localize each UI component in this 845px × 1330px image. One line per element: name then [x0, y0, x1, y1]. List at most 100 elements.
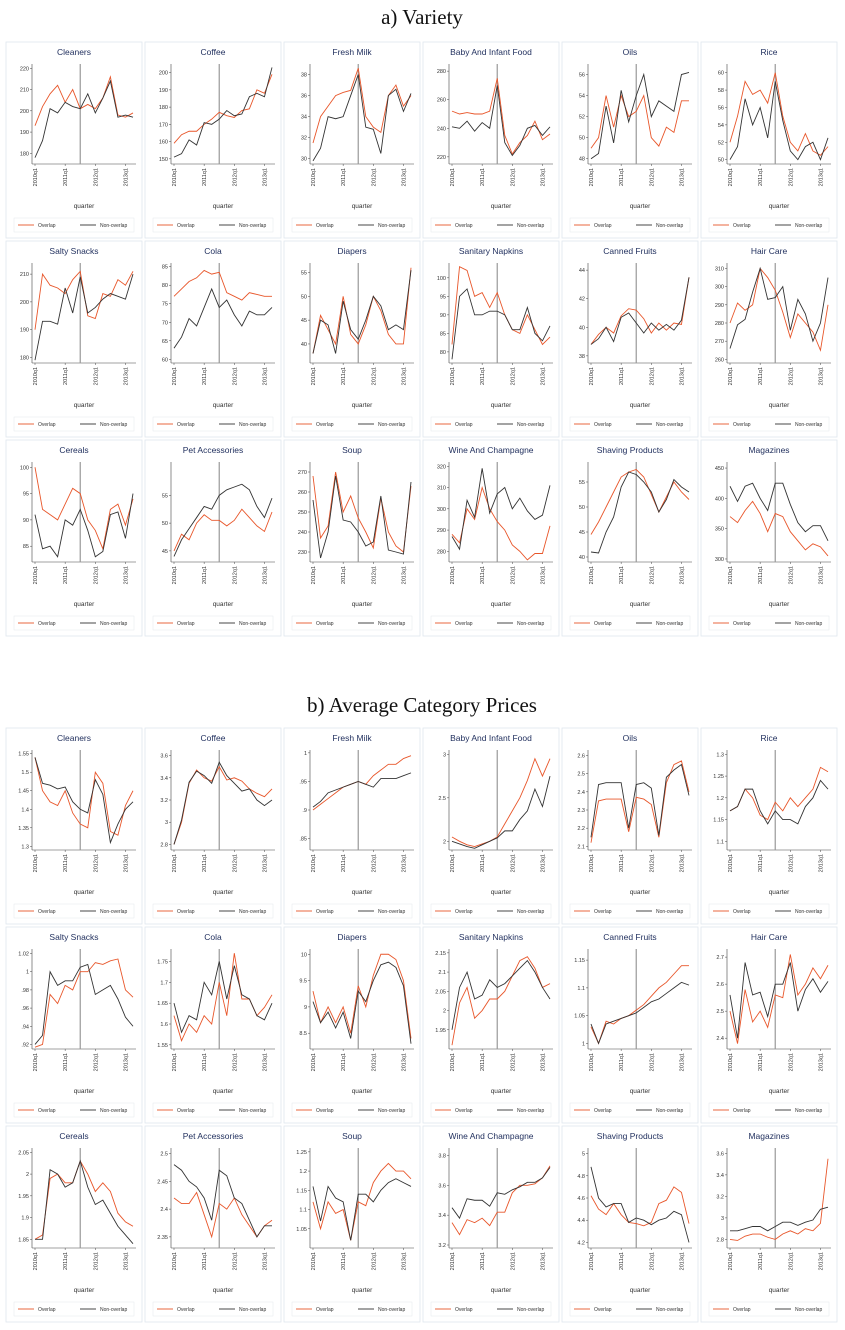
legend-label: Non-overlap: [517, 223, 544, 229]
panel: Sanitary Napkins 1.95 2 2.05 2.1 2.15 2010q1 20…: [422, 926, 560, 1124]
x-tick-label: 2010q1: [728, 1252, 734, 1270]
series-line: [729, 267, 829, 352]
x-axis-label: quarter: [491, 889, 512, 896]
x-axis-label: quarter: [491, 203, 512, 210]
x-axis-label: quarter: [630, 1287, 651, 1294]
x-tick-label: 2010q1: [450, 566, 456, 584]
y-tick-label: 1.85: [18, 1237, 29, 1243]
legend-box: [708, 615, 830, 631]
panel-title: Rice: [760, 47, 777, 57]
x-axis-label: quarter: [74, 1287, 95, 1294]
x-tick-label: 2013q1: [818, 854, 824, 872]
series-line: [729, 81, 829, 161]
y-tick-label: 48: [579, 157, 585, 163]
panel: Rice 1.1 1.15 1.2 1.25 1.3 2010q1 2011q1 2012q1 2…: [700, 727, 838, 925]
series-line: [729, 482, 829, 541]
panel-title: Cereals: [59, 445, 88, 455]
y-tick-label: 1.15: [574, 958, 585, 964]
y-tick-label: 3.6: [716, 1151, 724, 1157]
y-tick-label: 280: [437, 69, 446, 75]
x-tick-label: 2013q1: [540, 1053, 546, 1071]
series-line: [451, 775, 551, 849]
y-tick-label: 90: [440, 313, 446, 319]
y-tick-label: 1.75: [157, 960, 168, 966]
panel-frame: [422, 240, 560, 438]
panel-title: Cola: [204, 932, 222, 942]
panel-frame: [5, 439, 143, 637]
y-tick-label: 95: [23, 492, 29, 498]
y-tick-label: 70: [162, 320, 168, 326]
x-axis-label: quarter: [630, 601, 651, 608]
legend-box: [708, 903, 830, 919]
y-tick-label: .94: [21, 1024, 29, 1030]
y-tick-label: 8.5: [299, 1031, 307, 1037]
x-tick-label: 2013q1: [401, 566, 407, 584]
x-tick-label: 2012q1: [788, 1053, 794, 1071]
panel-frame: [561, 41, 699, 239]
x-tick-label: 2011q1: [758, 1053, 764, 1071]
y-tick-label: 56: [579, 73, 585, 79]
x-tick-label: 2011q1: [341, 1053, 347, 1071]
y-tick-label: 50: [301, 294, 307, 300]
legend-label: Overlap: [38, 909, 56, 915]
x-axis-label: quarter: [630, 203, 651, 210]
y-tick-label: 310: [715, 266, 724, 272]
x-axis-label: quarter: [491, 601, 512, 608]
y-tick-label: 2.1: [438, 970, 446, 976]
x-axis-label: quarter: [352, 889, 373, 896]
panel-title: Hair Care: [751, 932, 788, 942]
panel-title: Baby And Infant Food: [450, 47, 532, 57]
legend-label: Non-overlap: [517, 1108, 544, 1114]
y-tick-label: 2.15: [435, 951, 446, 957]
y-tick-label: 56: [718, 105, 724, 111]
panel-title: Hair Care: [751, 246, 788, 256]
y-tick-label: 220: [20, 66, 29, 72]
y-tick-label: 150: [159, 157, 168, 163]
y-tick-label: 38: [579, 354, 585, 360]
legend-box: [152, 615, 274, 631]
y-tick-label: 54: [718, 123, 724, 129]
series-line: [34, 963, 134, 1045]
y-tick-label: 3: [443, 752, 446, 758]
series-line: [451, 1165, 551, 1236]
series-line: [34, 273, 134, 361]
x-tick-label: 2013q1: [123, 168, 129, 186]
panel-frame: [144, 926, 282, 1124]
x-tick-label: 2011q1: [202, 168, 208, 186]
panel-frame: [561, 240, 699, 438]
legend-box: [13, 1301, 135, 1317]
y-tick-label: 200: [159, 71, 168, 77]
panel-title: Oils: [623, 47, 638, 57]
panel-title: Oils: [623, 733, 638, 743]
y-tick-label: 4.8: [577, 1174, 585, 1180]
y-tick-label: 45: [162, 549, 168, 555]
y-tick-label: 4.6: [577, 1196, 585, 1202]
y-tick-label: 2.7: [716, 955, 724, 961]
legend-label: Overlap: [455, 621, 473, 627]
panel: Hair Care 2.4 2.5 2.6 2.7 2010q1 2011q1 2012q1 2…: [700, 926, 838, 1124]
series-line: [590, 760, 690, 843]
y-tick-label: 3.4: [716, 1173, 724, 1179]
x-tick-label: 2013q1: [123, 566, 129, 584]
x-tick-label: 2011q1: [63, 1252, 69, 1270]
y-tick-label: 9: [304, 1005, 307, 1011]
x-axis-label: quarter: [213, 601, 234, 608]
legend-box: [708, 1102, 830, 1118]
x-tick-label: 2012q1: [510, 1252, 516, 1270]
series-line: [729, 766, 829, 821]
panel-frame: [5, 727, 143, 925]
y-tick-label: 280: [715, 321, 724, 327]
panel: Magazines 300 350 400 450 2010q1 2011q1 2012q1 2…: [700, 439, 838, 637]
panel: Baby And Infant Food 2 2.5 3 2010q1 2011q1 201…: [422, 727, 560, 925]
y-tick-label: 190: [20, 130, 29, 136]
y-tick-label: 2.6: [716, 982, 724, 988]
panel-title: Coffee: [201, 733, 226, 743]
legend-box: [708, 416, 830, 432]
legend-label: Overlap: [38, 223, 56, 229]
x-tick-label: 2013q1: [401, 1053, 407, 1071]
legend-label: Non-overlap: [378, 1108, 405, 1114]
series-line: [312, 772, 412, 808]
x-tick-label: 2012q1: [232, 168, 238, 186]
x-axis-label: quarter: [74, 203, 95, 210]
legend-box: [291, 1102, 413, 1118]
